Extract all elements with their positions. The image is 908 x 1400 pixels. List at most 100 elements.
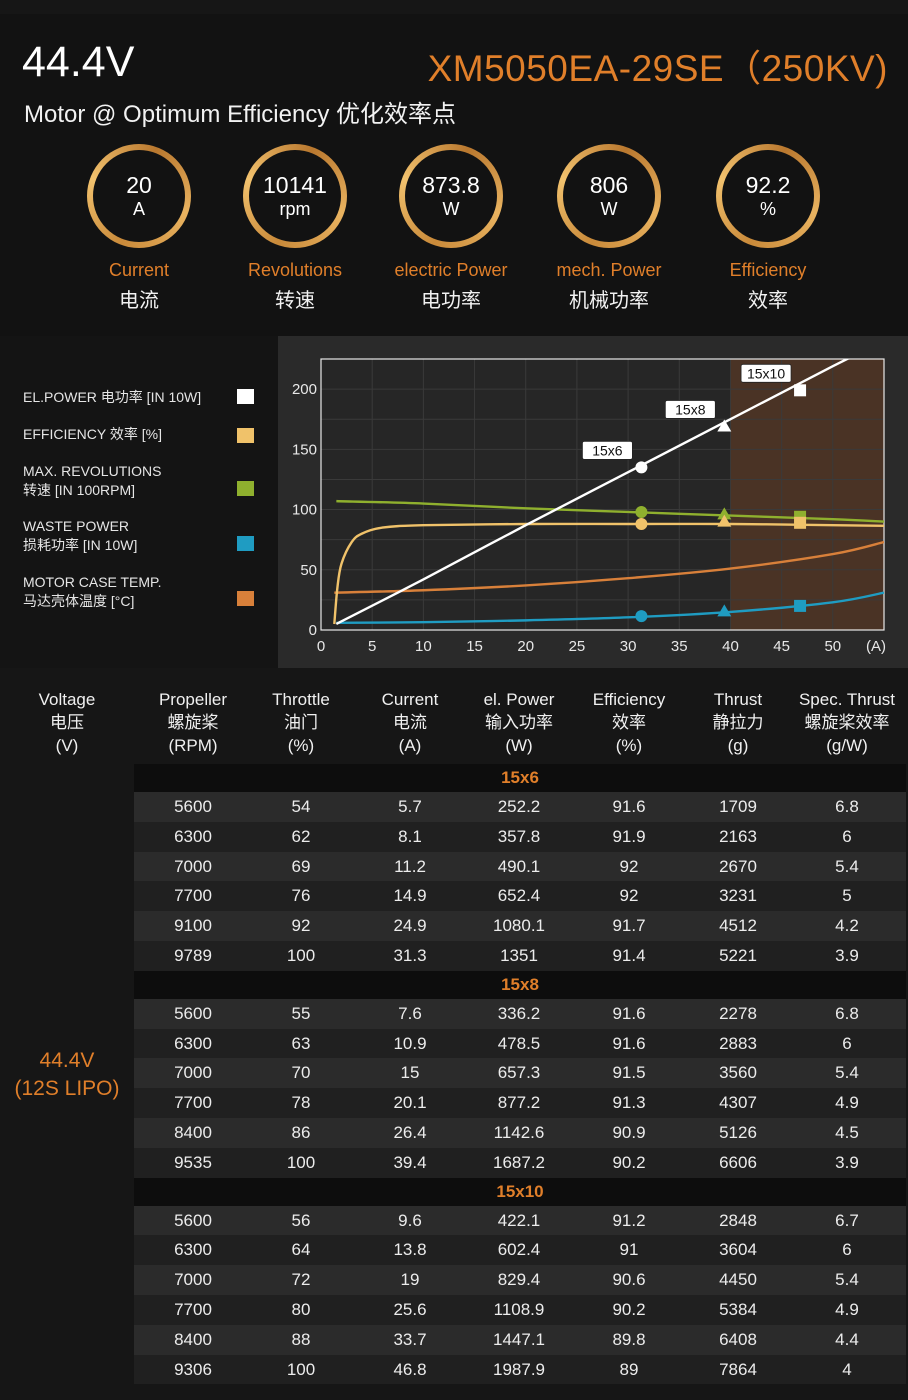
- column-header: el. Power 输入功率 (W): [464, 688, 574, 757]
- table-cell: 4: [842, 1359, 852, 1379]
- column-header-line: 螺旋桨: [167, 713, 219, 732]
- column-header-line: Spec. Thrust: [798, 690, 896, 709]
- marker-label-box: [581, 441, 633, 460]
- table-row: 7000 69 11.2 490.1 92 2670 5.4: [134, 851, 906, 882]
- column-header-line: el. Power: [483, 690, 555, 709]
- gauge-label-en: Efficiency: [729, 260, 807, 280]
- table-row: 5600 54 5.7 252.2 91.6 1709 6.8: [134, 792, 906, 822]
- table-cell: 4512: [719, 916, 757, 936]
- table-header: Voltage 电压 (V) Propeller 螺旋桨 (RPM) Throttle 油门 (…: [0, 680, 908, 764]
- table-cell: 26.4: [393, 1122, 427, 1142]
- table-cell: 252.2: [497, 797, 541, 816]
- marker-15x6-el-power: [635, 461, 648, 474]
- table-cell: 69: [291, 856, 311, 876]
- column-header-line: (RPM): [168, 736, 218, 755]
- column-header-line: 效率: [612, 713, 646, 732]
- table-cell: 90.2: [612, 1152, 646, 1172]
- table-cell: 92: [291, 916, 311, 936]
- table-cell: 4.4: [835, 1329, 859, 1349]
- table-cell: 5600: [174, 1210, 212, 1230]
- table-cell: 64: [291, 1240, 311, 1260]
- table-row: 9306 100 46.8 1987.9 89 7864 4: [134, 1354, 906, 1385]
- table-row: 9789 100 31.3 1351 91.4 5221 3.9: [134, 940, 906, 971]
- table-cell: 90.9: [612, 1122, 646, 1142]
- x-tick-label: 45: [773, 638, 790, 655]
- table-cell: 5126: [719, 1122, 757, 1142]
- voltage-value: 44.4V: [39, 1049, 95, 1072]
- marker-label: 15x10: [747, 365, 785, 381]
- legend-item-revolutions: MAX. REVOLUTIONS 转速 [IN 100RPM]: [23, 462, 161, 500]
- voltage-cell: 44.4V (12S LIPO): [0, 1047, 134, 1103]
- table-cell: 4450: [719, 1270, 757, 1290]
- table-cell: 2670: [719, 856, 757, 876]
- table-cell: 4.2: [835, 916, 859, 936]
- gauge-label-en: Revolutions: [247, 260, 343, 280]
- y-tick-label: 100: [292, 502, 317, 519]
- table-cell: 3604: [719, 1240, 757, 1260]
- table-cell: 92: [619, 886, 639, 906]
- table-cell: 1351: [500, 945, 538, 965]
- table-cell: 91.7: [612, 916, 646, 936]
- column-header-line: 电压: [50, 713, 84, 732]
- table-cell: 4.5: [835, 1122, 859, 1142]
- voltage-column: 44.4V (12S LIPO): [0, 764, 134, 1390]
- table-cell: 63: [291, 1033, 311, 1053]
- marker-15x8-el-power: [717, 419, 732, 432]
- table-row: 8400 88 33.7 1447.1 89.8 6408 4.4: [134, 1324, 906, 1355]
- table-cell: 4.9: [835, 1093, 859, 1113]
- table-cell: 3560: [719, 1063, 757, 1083]
- table-cell: 89.8: [612, 1329, 646, 1349]
- table-cell: 55: [291, 1003, 311, 1023]
- table-row: 7000 70 15 657.3 91.5 3560 5.4: [134, 1058, 906, 1089]
- table-cell: 6300: [174, 1033, 212, 1053]
- series-line-waste-power: [336, 591, 884, 624]
- gauge-revolutions: 10141 rpm Revolutions 转速: [220, 144, 370, 313]
- chart-legend: EL.POWER 电功率 [IN 10W] EFFICIENCY 效率 [%] …: [0, 336, 278, 668]
- column-header: Propeller 螺旋桨 (RPM): [138, 688, 248, 757]
- table-cell: 1142.6: [493, 1122, 545, 1142]
- table-cell: 9789: [174, 945, 212, 965]
- gauge-label-cn: 电流: [119, 290, 159, 312]
- table-cell: 357.8: [497, 826, 541, 846]
- legend-item-case-temp: MOTOR CASE TEMP. 马达壳体温度 [°C]: [23, 573, 161, 611]
- table-cell: 5600: [174, 797, 212, 816]
- gauge-unit: %: [759, 199, 776, 219]
- table-cell: 1987.9: [493, 1359, 545, 1379]
- table-cell: 90.6: [612, 1270, 646, 1290]
- marker-label-box: [664, 400, 716, 419]
- table-cell: 877.2: [497, 1093, 541, 1113]
- column-header: Current 电流 (A): [355, 688, 465, 757]
- table-cell: 100: [286, 1152, 316, 1172]
- gauge-label-cn: 效率: [748, 290, 788, 312]
- chart-section: EL.POWER 电功率 [IN 10W] EFFICIENCY 效率 [%] …: [0, 336, 908, 668]
- table-cell: 5221: [719, 945, 757, 965]
- column-header-line: 螺旋桨效率: [804, 713, 890, 732]
- column-header: Spec. Thrust 螺旋桨效率 (g/W): [792, 688, 902, 757]
- gauge-unit: A: [132, 199, 145, 219]
- table-cell: 19: [400, 1270, 420, 1290]
- x-tick-label: 40: [722, 638, 739, 655]
- table-cell: 2278: [719, 1003, 757, 1023]
- gauge-label-en: electric Power: [394, 260, 508, 280]
- table-cell: 5.4: [835, 1063, 859, 1083]
- table-cell: 100: [286, 945, 316, 965]
- column-header: Throttle 油门 (%): [246, 688, 356, 757]
- column-header-line: Throttle: [272, 690, 330, 709]
- gauge-mech-power: 806 W mech. Power 机械功率: [534, 144, 684, 313]
- table-cell: 24.9: [393, 916, 427, 936]
- column-header-line: Voltage: [38, 690, 96, 709]
- table-cell: 5384: [719, 1299, 757, 1319]
- y-tick-label: 0: [309, 622, 317, 639]
- voltage-title: 44.4V: [22, 38, 135, 86]
- table-cell: 1687.2: [493, 1152, 545, 1172]
- table-cell: 7700: [174, 886, 212, 906]
- table-cell: 3.9: [835, 945, 859, 965]
- gauge-value: 806: [589, 172, 629, 198]
- table-cell: 8400: [174, 1329, 212, 1349]
- column-header: Voltage 电压 (V): [12, 688, 122, 757]
- legend-label-cn: 马达壳体温度 [°C]: [23, 593, 135, 609]
- table-cell: 8.1: [398, 826, 422, 846]
- gauge-value: 92.2: [745, 172, 791, 198]
- table-cell: 11.2: [394, 856, 426, 876]
- table-row: 6300 64 13.8 602.4 91 3604 6: [134, 1235, 906, 1266]
